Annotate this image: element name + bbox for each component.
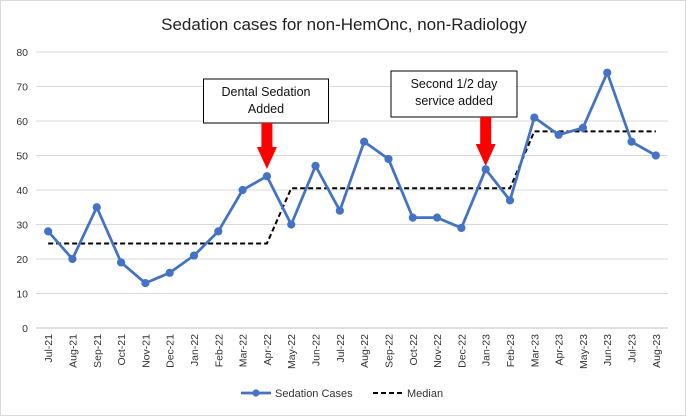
x-tick-label: Jan-23 bbox=[481, 334, 493, 366]
y-tick-label: 20 bbox=[16, 254, 28, 266]
x-tick-label: Dec-21 bbox=[165, 334, 177, 368]
x-tick-label: Mar-23 bbox=[529, 334, 541, 367]
x-tick-label: Feb-22 bbox=[213, 334, 225, 367]
x-axis-ticks: Jul-21 Aug-21 Sep-21 Oct-21 Nov-21 Dec-21 Jan-… bbox=[43, 334, 663, 369]
y-tick-label: 10 bbox=[16, 289, 28, 301]
annotation-0: Dental Sedation Added bbox=[203, 78, 329, 169]
x-tick-label: May-23 bbox=[578, 334, 590, 369]
y-tick-label: 50 bbox=[16, 151, 28, 163]
data-point bbox=[432, 213, 442, 222]
annotation-text: Second 1/2 day bbox=[411, 77, 499, 91]
data-point bbox=[530, 113, 539, 122]
data-point bbox=[408, 213, 417, 222]
series-0 bbox=[44, 68, 660, 288]
x-tick-label: Oct-21 bbox=[116, 334, 128, 366]
data-point bbox=[481, 165, 490, 174]
legend: Sedation Cases Median bbox=[241, 388, 443, 400]
annotation-arrow bbox=[256, 123, 277, 169]
annotation-text: service added bbox=[415, 94, 493, 108]
x-tick-label: Aug-21 bbox=[67, 334, 79, 368]
data-point bbox=[116, 258, 126, 267]
annotation-1: Second 1/2 day service added bbox=[390, 70, 518, 166]
x-tick-label: Nov-22 bbox=[432, 334, 444, 368]
series-1 bbox=[48, 130, 656, 245]
data-point bbox=[44, 227, 53, 236]
x-tick-label: Jul-21 bbox=[43, 334, 55, 363]
data-point bbox=[165, 268, 174, 277]
data-point bbox=[360, 137, 369, 146]
x-tick-label: May-22 bbox=[286, 334, 298, 369]
x-tick-label: Jul-22 bbox=[335, 334, 347, 363]
data-point bbox=[384, 154, 393, 164]
sedation-cases-line bbox=[47, 71, 657, 285]
x-tick-label: Apr-22 bbox=[262, 334, 274, 366]
y-tick-label: 0 bbox=[22, 323, 28, 335]
data-point bbox=[505, 196, 515, 205]
data-point bbox=[651, 151, 660, 160]
legend-item: Median bbox=[373, 388, 443, 400]
annotation-text: Dental Sedation bbox=[222, 85, 311, 99]
legend-item: Sedation Cases bbox=[241, 388, 353, 400]
series-group bbox=[44, 68, 660, 288]
x-tick-label: Aug-22 bbox=[359, 334, 371, 368]
annotation-text: Added bbox=[248, 102, 284, 116]
x-tick-label: Jul-23 bbox=[627, 334, 639, 363]
y-tick-label: 60 bbox=[16, 116, 28, 128]
data-point bbox=[603, 68, 612, 77]
x-tick-label: Sep-21 bbox=[92, 334, 104, 368]
y-tick-label: 40 bbox=[16, 185, 28, 197]
x-tick-label: Aug-23 bbox=[651, 334, 663, 368]
annotation-box bbox=[203, 78, 329, 124]
annotation-box bbox=[390, 70, 518, 118]
chart-title: Sedation cases for non-HemOnc, non-Radio… bbox=[161, 15, 527, 34]
x-tick-label: Nov-21 bbox=[140, 334, 152, 368]
x-tick-label: Jan-22 bbox=[189, 334, 201, 366]
gridlines bbox=[36, 51, 668, 329]
x-tick-label: Sep-22 bbox=[383, 334, 395, 368]
x-tick-label: Dec-22 bbox=[456, 334, 468, 368]
y-tick-label: 30 bbox=[16, 220, 28, 232]
y-tick-label: 70 bbox=[16, 82, 28, 94]
legend-marker bbox=[252, 389, 260, 397]
legend-label: Sedation Cases bbox=[275, 388, 353, 400]
data-point bbox=[554, 130, 563, 139]
data-point bbox=[335, 206, 344, 215]
x-tick-label: Apr-23 bbox=[554, 334, 566, 366]
data-point bbox=[262, 172, 272, 181]
data-point bbox=[238, 185, 247, 195]
data-point bbox=[287, 220, 296, 229]
annotation-arrow bbox=[475, 117, 496, 166]
legend-label: Median bbox=[407, 388, 443, 400]
y-tick-label: 80 bbox=[16, 47, 28, 59]
data-point bbox=[627, 137, 636, 146]
data-point bbox=[92, 203, 101, 212]
y-axis-ticks: 0 10 20 30 40 50 60 70 80 bbox=[16, 47, 28, 335]
data-point bbox=[578, 123, 588, 133]
annotations: Dental Sedation Added Second 1/2 day servic… bbox=[203, 70, 518, 169]
x-tick-label: Feb-23 bbox=[505, 334, 517, 367]
data-point bbox=[311, 161, 320, 170]
median-line bbox=[48, 130, 656, 245]
x-tick-label: Jun-22 bbox=[311, 334, 323, 366]
x-tick-label: Oct-22 bbox=[408, 334, 420, 366]
data-point bbox=[214, 227, 223, 236]
x-tick-label: Mar-22 bbox=[238, 334, 250, 367]
data-point bbox=[141, 279, 150, 288]
data-point bbox=[68, 254, 77, 264]
data-point bbox=[189, 251, 199, 260]
data-point bbox=[457, 223, 466, 233]
x-tick-label: Jun-23 bbox=[602, 334, 614, 366]
